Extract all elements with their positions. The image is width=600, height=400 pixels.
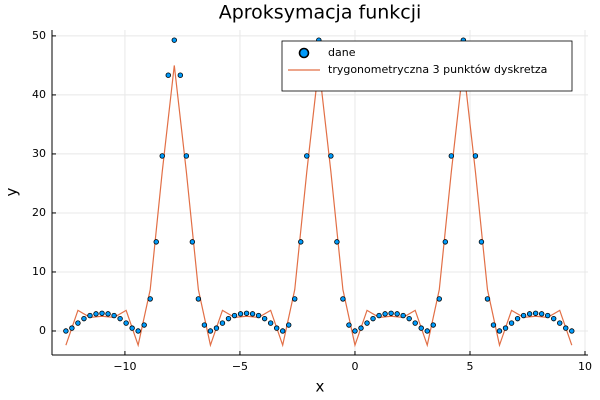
y-tick-label: 50 <box>32 29 46 42</box>
data-point <box>430 322 436 328</box>
data-point <box>352 328 358 334</box>
data-point <box>207 328 214 334</box>
data-point <box>340 296 346 302</box>
data-point <box>135 328 141 334</box>
data-point <box>304 153 310 159</box>
data-point <box>111 312 117 319</box>
chart-title: Aproksymacja funkcji <box>219 2 422 24</box>
data-point <box>370 315 376 322</box>
data-point <box>346 322 352 328</box>
y-tick-label: 40 <box>32 88 46 101</box>
data-point <box>502 325 509 331</box>
data-point <box>538 311 545 317</box>
data-point <box>400 312 406 319</box>
data-point <box>448 153 455 159</box>
data-point <box>231 312 238 319</box>
data-point <box>514 315 521 322</box>
data-point <box>557 320 563 326</box>
data-point <box>286 322 292 328</box>
legend-box <box>281 40 573 92</box>
data-point <box>526 311 533 317</box>
legend-label: dane <box>328 46 356 59</box>
data-line <box>65 65 573 348</box>
data-point <box>81 315 87 322</box>
data-point <box>376 312 382 319</box>
data-point <box>141 322 147 328</box>
data-point <box>201 322 208 328</box>
data-point <box>105 311 111 317</box>
data-point <box>442 239 449 245</box>
x-axis-label: x <box>316 378 325 396</box>
data-point <box>563 325 569 331</box>
data-point <box>249 311 256 317</box>
data-point <box>520 312 527 319</box>
data-point <box>75 320 81 326</box>
data-point <box>478 239 485 245</box>
data-point <box>195 296 202 302</box>
data-point <box>279 328 286 334</box>
x-tick-label: −10 <box>113 360 136 373</box>
data-point <box>189 239 196 245</box>
data-point <box>117 315 123 322</box>
data-point <box>159 153 165 159</box>
data-point <box>406 315 412 322</box>
y-tick-label: 20 <box>32 206 46 219</box>
data-point <box>261 315 268 322</box>
data-point <box>243 310 250 316</box>
data-point <box>412 320 418 326</box>
data-point <box>177 72 184 78</box>
data-point <box>225 315 232 322</box>
data-point <box>123 320 129 326</box>
data-point <box>569 328 575 334</box>
data-point <box>153 239 159 245</box>
x-tick-label: 0 <box>351 360 358 373</box>
data-point <box>273 325 280 331</box>
data-point <box>93 311 99 317</box>
data-point <box>255 312 262 319</box>
x-tick-label: 10 <box>578 360 592 373</box>
legend-marker <box>298 47 310 59</box>
data-point <box>147 296 153 302</box>
data-point <box>171 37 177 43</box>
data-point <box>394 311 400 317</box>
data-point <box>165 72 171 78</box>
data-point <box>484 296 491 302</box>
data-point <box>424 328 430 334</box>
data-point <box>334 239 340 245</box>
x-tick-label: 5 <box>466 360 473 373</box>
data-point <box>472 153 479 159</box>
data-point <box>298 239 304 245</box>
data-point <box>364 320 370 326</box>
data-point <box>436 296 442 302</box>
data-point <box>382 311 388 317</box>
data-point <box>358 325 364 331</box>
data-point <box>129 325 135 331</box>
data-point <box>418 325 424 331</box>
y-tick-label: 10 <box>32 265 46 278</box>
data-point <box>219 320 226 326</box>
data-point <box>388 310 394 316</box>
data-point <box>69 325 75 331</box>
data-point <box>328 153 334 159</box>
data-point <box>99 310 105 316</box>
data-point <box>551 315 557 322</box>
data-point <box>267 320 274 326</box>
data-point <box>508 320 515 326</box>
data-point <box>544 312 551 319</box>
y-axis-label: y <box>3 187 21 196</box>
data-point <box>496 328 503 334</box>
data-point <box>292 296 298 302</box>
y-tick-label: 30 <box>32 147 46 160</box>
data-point <box>63 328 69 334</box>
data-point <box>87 312 93 319</box>
data-point <box>213 325 220 331</box>
data-point <box>490 322 497 328</box>
data-point <box>237 311 244 317</box>
y-tick-label: 0 <box>39 324 46 337</box>
data-point <box>183 153 190 159</box>
legend-label: trygonometryczna 3 punktów dyskretza <box>328 63 547 76</box>
x-tick-label: −5 <box>232 360 248 373</box>
data-point <box>532 310 539 316</box>
